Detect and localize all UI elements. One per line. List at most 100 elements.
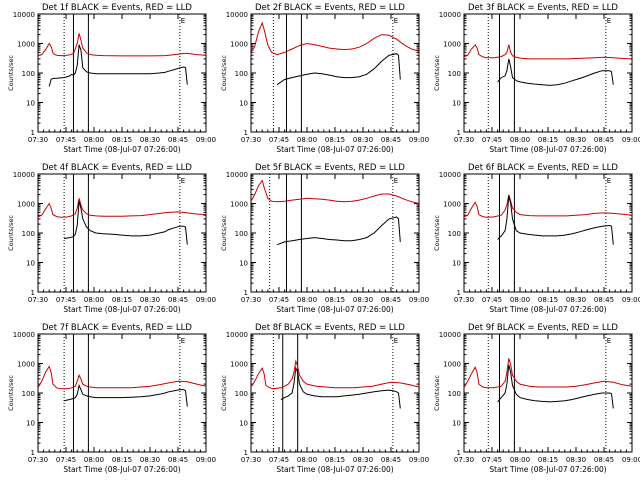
events-series-line: [497, 58, 614, 86]
x-axis-label: Start Time (08-Jul-07 07:26:00): [276, 305, 393, 314]
x-tick-label: 08:30: [353, 296, 373, 304]
segment-marker-label: E: [181, 177, 185, 185]
y-tick-label: 1000: [443, 361, 461, 369]
x-tick-label: 09:00: [196, 456, 216, 464]
chart-title: Det 1f BLACK = Events, RED = LLD: [42, 3, 192, 13]
plot-frame: [463, 13, 633, 133]
y-tick-label: 10000: [439, 331, 461, 339]
x-tick-label: 08:45: [594, 296, 614, 304]
y-tick-label: 10000: [13, 331, 35, 339]
y-tick-label: 1: [244, 289, 248, 297]
x-tick-label: 08:15: [112, 456, 132, 464]
x-tick-label: 07:30: [454, 456, 474, 464]
lld-series-line: [250, 179, 420, 204]
segment-marker-label: E: [607, 177, 611, 185]
x-tick-label: 07:45: [269, 136, 289, 144]
x-tick-label: 07:30: [241, 296, 261, 304]
plot-frame: [463, 173, 633, 293]
chart-panel-1: Det 1f BLACK = Events, RED = LLD 1 10 100 10…: [7, 3, 216, 154]
lld-series-line: [463, 358, 633, 389]
y-axis-label: Counts/sec: [220, 215, 228, 251]
x-tick-label: 08:45: [168, 136, 188, 144]
x-axis-label: Start Time (08-Jul-07 07:26:00): [276, 465, 393, 474]
plot-frame: [37, 333, 207, 453]
chart-panel-8: Det 8f BLACK = Events, RED = LLD 1 10 100 10…: [220, 323, 429, 474]
y-axis-label: Counts/sec: [220, 375, 228, 411]
chart-title: Det 6f BLACK = Events, RED = LLD: [468, 163, 618, 173]
y-tick-label: 10000: [226, 331, 248, 339]
events-series-line: [497, 364, 614, 409]
x-tick-label: 08:30: [140, 136, 160, 144]
y-tick-label: 10: [26, 260, 35, 268]
x-tick-label: 09:00: [196, 136, 216, 144]
events-series-line: [280, 366, 401, 409]
x-tick-label: 08:45: [594, 456, 614, 464]
x-tick-label: 08:30: [140, 296, 160, 304]
plot-frame: [37, 173, 207, 293]
y-axis-label: Counts/sec: [433, 215, 441, 251]
x-tick-label: 08:30: [566, 456, 586, 464]
chart-title: Det 9f BLACK = Events, RED = LLD: [468, 323, 618, 333]
chart-panel-7: Det 7f BLACK = Events, RED = LLD 1 10 100 10…: [7, 323, 216, 474]
y-tick-label: 1000: [17, 41, 35, 49]
y-tick-label: 10: [452, 420, 461, 428]
plot-frame: [250, 173, 420, 293]
x-tick-label: 08:00: [84, 296, 104, 304]
x-tick-label: 09:00: [622, 296, 640, 304]
chart-panel-5: Det 5f BLACK = Events, RED = LLD 1 10 100 10…: [220, 163, 429, 314]
y-tick-label: 1000: [230, 201, 248, 209]
segment-marker-label: E: [181, 337, 185, 345]
y-tick-label: 100: [448, 230, 461, 238]
x-tick-label: 08:00: [84, 456, 104, 464]
y-tick-label: 100: [22, 390, 35, 398]
events-series-line: [276, 216, 401, 246]
y-tick-label: 10000: [439, 171, 461, 179]
y-tick-label: 1000: [17, 201, 35, 209]
y-tick-label: 10: [452, 100, 461, 108]
x-tick-label: 08:45: [594, 136, 614, 144]
x-tick-label: 07:45: [56, 456, 76, 464]
y-tick-label: 10: [452, 260, 461, 268]
lld-series-line: [37, 198, 207, 218]
y-tick-label: 100: [235, 230, 248, 238]
y-tick-label: 1: [457, 289, 461, 297]
lld-series-line: [250, 359, 420, 390]
y-tick-label: 100: [22, 230, 35, 238]
events-series-line: [497, 195, 614, 245]
y-tick-label: 1: [244, 449, 248, 457]
x-tick-label: 08:00: [510, 296, 530, 304]
x-tick-label: 07:30: [241, 456, 261, 464]
x-tick-label: 07:30: [28, 456, 48, 464]
x-tick-label: 07:45: [482, 456, 502, 464]
x-tick-label: 08:00: [297, 136, 317, 144]
chart-title: Det 5f BLACK = Events, RED = LLD: [255, 163, 405, 173]
x-tick-label: 07:45: [269, 456, 289, 464]
x-axis-label: Start Time (08-Jul-07 07:26:00): [489, 305, 606, 314]
y-tick-label: 1: [31, 289, 35, 297]
y-axis-label: Counts/sec: [7, 55, 15, 91]
x-tick-label: 08:15: [325, 456, 345, 464]
lld-series-line: [463, 194, 633, 218]
x-tick-label: 07:30: [241, 136, 261, 144]
events-series-line: [48, 44, 188, 87]
chart-title: Det 3f BLACK = Events, RED = LLD: [468, 3, 618, 13]
y-tick-label: 10: [239, 420, 248, 428]
y-tick-label: 10: [239, 260, 248, 268]
segment-marker-label: E: [394, 337, 398, 345]
x-tick-label: 08:30: [566, 296, 586, 304]
x-tick-label: 09:00: [409, 136, 429, 144]
x-tick-label: 08:00: [84, 136, 104, 144]
x-tick-label: 08:15: [538, 296, 558, 304]
y-tick-label: 10000: [439, 11, 461, 19]
x-tick-label: 07:45: [56, 136, 76, 144]
y-tick-label: 10000: [226, 11, 248, 19]
y-axis-label: Counts/sec: [7, 375, 15, 411]
x-tick-label: 08:45: [381, 296, 401, 304]
x-tick-label: 08:30: [353, 136, 373, 144]
x-tick-label: 07:30: [28, 136, 48, 144]
y-tick-label: 10000: [226, 171, 248, 179]
lld-series-line: [37, 33, 207, 57]
y-tick-label: 1: [31, 449, 35, 457]
x-tick-label: 07:45: [482, 136, 502, 144]
